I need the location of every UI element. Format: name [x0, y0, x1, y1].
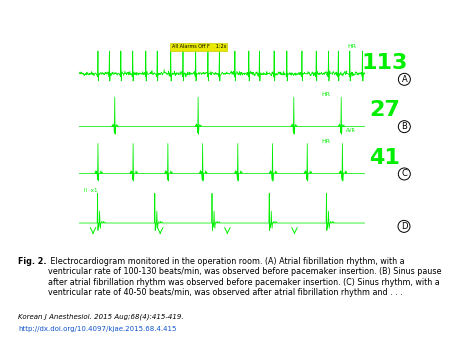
- Text: HR: HR: [347, 44, 356, 49]
- Text: D: D: [401, 222, 407, 231]
- Text: C: C: [401, 169, 407, 178]
- Text: II  x1: II x1: [85, 188, 98, 193]
- Text: 113: 113: [361, 53, 408, 73]
- Text: http://dx.doi.org/10.4097/kjae.2015.68.4.415: http://dx.doi.org/10.4097/kjae.2015.68.4…: [18, 326, 176, 332]
- Text: 27: 27: [369, 100, 400, 120]
- Text: HR: HR: [321, 92, 330, 97]
- Text: B: B: [401, 122, 407, 131]
- Text: All Alarms Off F    1:2x: All Alarms Off F 1:2x: [171, 44, 226, 49]
- Text: Korean J Anesthesiol. 2015 Aug;68(4):415-419.: Korean J Anesthesiol. 2015 Aug;68(4):415…: [18, 314, 184, 320]
- Text: Electrocardiogram monitored in the operation room. (A) Atrial fibrillation rhyth: Electrocardiogram monitored in the opera…: [49, 257, 442, 297]
- Text: A: A: [401, 75, 407, 84]
- Text: 41: 41: [369, 148, 400, 168]
- Text: AVR: AVR: [346, 127, 356, 132]
- Text: Fig. 2.: Fig. 2.: [18, 257, 46, 266]
- Text: HR: HR: [321, 139, 330, 144]
